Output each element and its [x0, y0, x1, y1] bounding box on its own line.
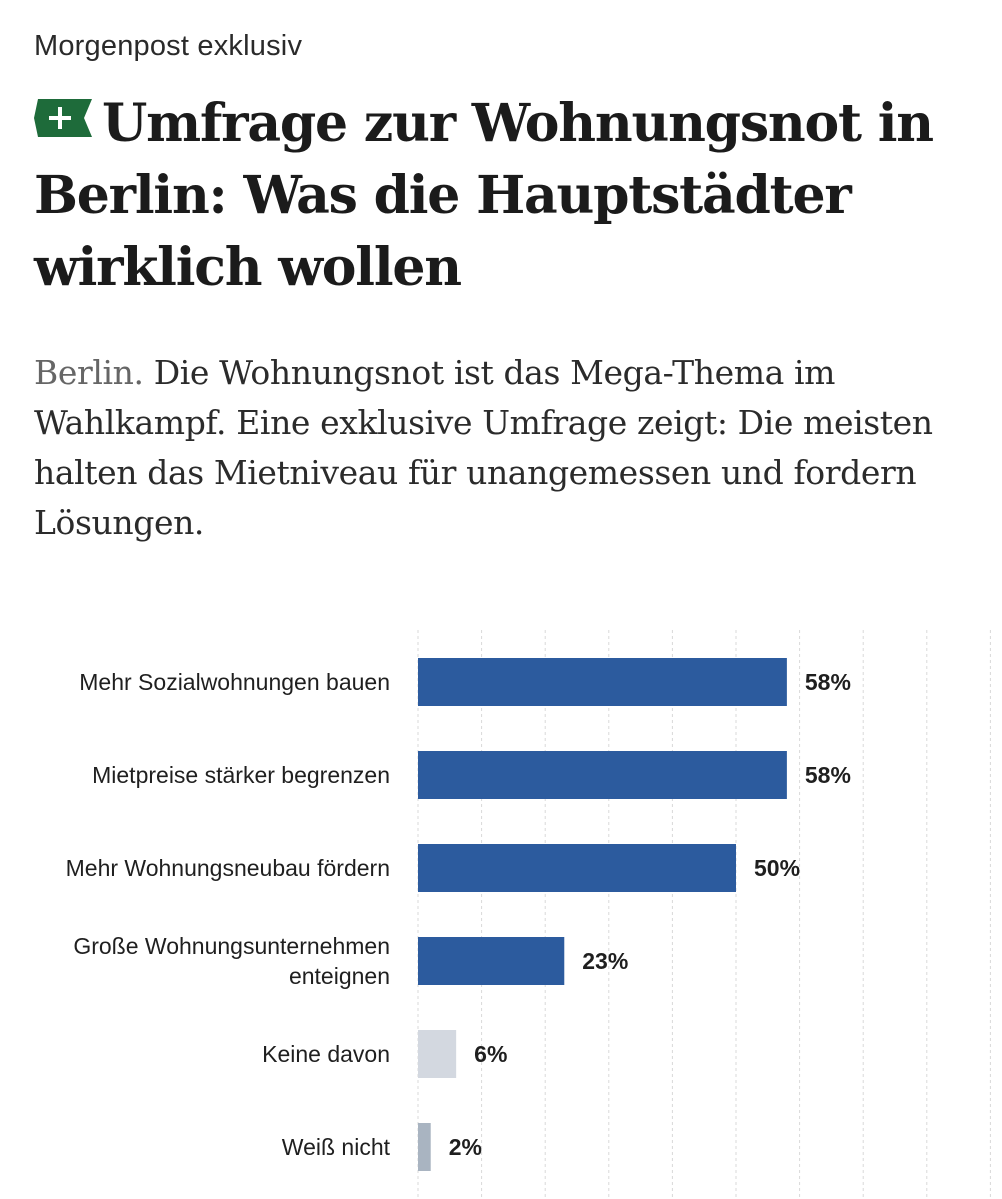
bar [418, 937, 565, 985]
value-label: 2% [449, 1134, 482, 1160]
value-label: 6% [474, 1041, 507, 1067]
category-label: Weiß nicht [282, 1134, 391, 1160]
headline-text: Umfrage zur Wohnungsnot in Berlin: Was d… [34, 93, 934, 298]
bar [418, 1030, 457, 1078]
value-label: 58% [805, 669, 851, 695]
value-label: 58% [805, 762, 851, 788]
category-label: Große Wohnungsunternehmen [73, 933, 390, 959]
value-label: 50% [754, 855, 800, 881]
teaser-text: Die Wohnungsnot ist das Mega-Thema im Wa… [34, 353, 933, 542]
category-label: Mehr Sozialwohnungen bauen [79, 669, 390, 695]
article-kicker: Morgenpost exklusiv [34, 30, 303, 62]
value-label: 23% [582, 948, 628, 974]
category-label: Mehr Wohnungsneubau fördern [66, 855, 390, 881]
bar [418, 751, 787, 799]
category-label: Mietpreise stärker begrenzen [92, 762, 390, 788]
bar [418, 1123, 431, 1171]
category-label: enteignen [289, 963, 390, 989]
article-headline[interactable]: Umfrage zur Wohnungsnot in Berlin: Was d… [34, 88, 984, 304]
article-teaser: Berlin. Die Wohnungsnot ist das Mega-The… [34, 348, 974, 548]
bar [418, 844, 736, 892]
category-label: Keine davon [262, 1041, 390, 1067]
plus-icon [34, 99, 92, 137]
survey-bar-chart: Mehr Sozialwohnungen bauen 58% Mietpreise … [0, 620, 1002, 1199]
article-dateline: Berlin. [34, 353, 144, 392]
chart-canvas: Mehr Sozialwohnungen bauen 58% Mietpreise … [66, 630, 991, 1199]
bar [418, 658, 787, 706]
